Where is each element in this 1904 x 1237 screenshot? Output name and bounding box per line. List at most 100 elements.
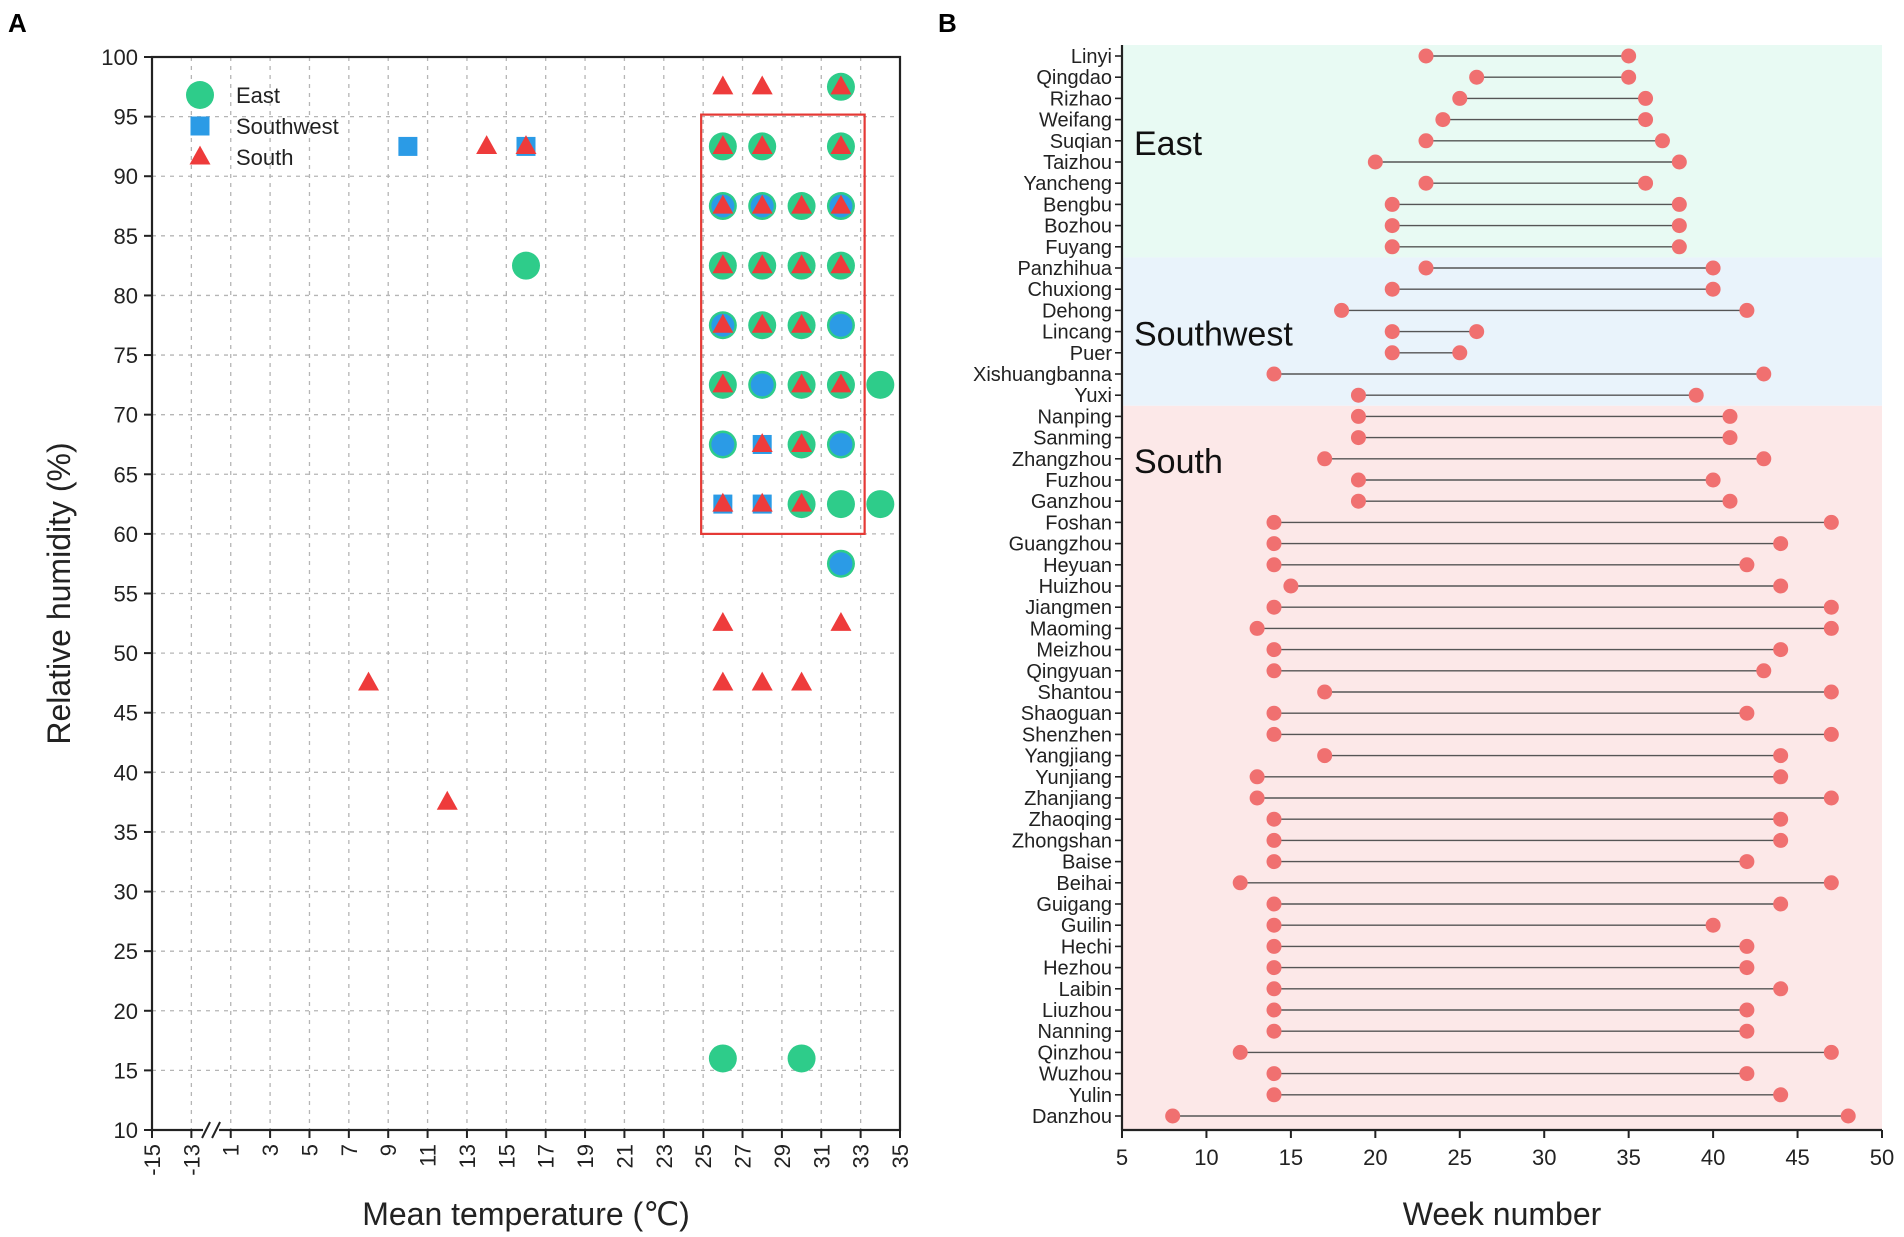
x-tick-label: 30 [1532, 1145, 1556, 1170]
city-label: Danzhou [1032, 1106, 1112, 1128]
region-label-southwest: Southwest [1134, 316, 1293, 354]
start-week-point [1266, 726, 1282, 742]
legend-south-label: South [236, 145, 294, 170]
region-band-south [1122, 405, 1882, 1130]
city-label: Laibin [1059, 979, 1112, 1001]
end-week-point [1705, 281, 1721, 297]
city-label: Chuxiong [1027, 279, 1112, 301]
end-week-point [1452, 345, 1468, 361]
southwest-point [829, 432, 853, 456]
region-label-south: South [1134, 443, 1223, 481]
y-tick-label: 20 [114, 999, 138, 1024]
panel-b-letter: B [938, 8, 957, 38]
start-week-point [1266, 896, 1282, 912]
x-tick-label: 15 [1279, 1145, 1303, 1170]
city-label: Yuxi [1074, 385, 1112, 407]
y-tick-label: 25 [114, 939, 138, 964]
end-week-point [1773, 981, 1789, 997]
south-point [712, 254, 734, 274]
start-week-point [1266, 642, 1282, 658]
south-point [515, 135, 537, 154]
legend-east-marker [186, 81, 214, 109]
x-tick-label: 19 [573, 1144, 598, 1168]
start-week-point [1452, 90, 1468, 106]
city-label: Guilin [1061, 915, 1112, 937]
y-tick-label: 100 [101, 45, 138, 70]
x-tick-label: 25 [691, 1144, 716, 1168]
south-point [791, 254, 813, 274]
y-tick-label: 15 [114, 1058, 138, 1083]
panel-a-scatter: 101520253035404550556065707580859095100-… [41, 45, 913, 1232]
plot-frame [150, 55, 902, 1132]
y-tick-label: 65 [114, 462, 138, 487]
south-point [712, 75, 734, 95]
end-week-point [1739, 557, 1755, 573]
east-point [866, 490, 895, 519]
southwest-point [829, 313, 853, 337]
legend-southwest-label: Southwest [236, 114, 339, 139]
south-point [751, 75, 773, 95]
start-week-point [1317, 684, 1333, 700]
start-week-point [1266, 705, 1282, 721]
start-week-point [1384, 345, 1400, 361]
end-week-point [1722, 408, 1738, 424]
start-week-point [1334, 302, 1350, 318]
end-week-point [1739, 938, 1755, 954]
city-label: Maoming [1030, 618, 1112, 640]
y-tick-label: 90 [114, 164, 138, 189]
end-week-point [1621, 69, 1637, 85]
city-label: Shantou [1037, 682, 1112, 704]
south-point [791, 671, 813, 691]
region-band-southwest [1122, 257, 1882, 406]
start-week-point [1266, 514, 1282, 530]
end-week-point [1739, 302, 1755, 318]
end-week-point [1773, 832, 1789, 848]
start-week-point [1266, 917, 1282, 933]
end-week-point [1739, 960, 1755, 976]
end-week-point [1823, 620, 1839, 636]
south-point [830, 194, 852, 214]
end-week-point [1739, 1002, 1755, 1018]
legend-southwest-marker [190, 116, 210, 136]
south-point [791, 373, 813, 393]
end-week-point [1773, 896, 1789, 912]
y-tick-label: 55 [114, 582, 138, 607]
end-week-point [1722, 493, 1738, 509]
end-week-point [1823, 514, 1839, 530]
y-tick-label: 85 [114, 224, 138, 249]
city-label: Fuzhou [1045, 470, 1112, 492]
start-week-point [1350, 472, 1366, 488]
start-week-point [1266, 366, 1282, 382]
city-label: Heyuan [1043, 555, 1112, 577]
east-point [512, 251, 540, 280]
start-week-point [1249, 620, 1265, 636]
y-tick-label: 95 [114, 105, 138, 130]
legend-east-label: East [236, 83, 280, 108]
end-week-point [1773, 536, 1789, 552]
south-point [830, 373, 852, 393]
city-label: Bozhou [1044, 216, 1112, 238]
city-label: Qingyuan [1026, 661, 1112, 683]
city-label: Yunjiang [1035, 767, 1112, 789]
city-label: Sanming [1033, 428, 1112, 450]
southwest-point [398, 136, 418, 156]
end-week-point [1823, 790, 1839, 806]
start-week-point [1469, 69, 1485, 85]
city-label: Yancheng [1023, 173, 1112, 195]
end-week-point [1705, 260, 1721, 276]
start-week-point [1350, 408, 1366, 424]
east-point [826, 490, 855, 519]
city-label: Liuzhou [1042, 1000, 1112, 1022]
city-label: Guigang [1036, 894, 1112, 916]
southwest-point [829, 552, 853, 576]
y-axis-title: Relative humidity (%) [41, 442, 77, 744]
end-week-point [1739, 705, 1755, 721]
end-week-point [1739, 854, 1755, 870]
south-point [476, 135, 498, 154]
y-tick-label: 60 [114, 522, 138, 547]
highlight-box [700, 113, 866, 535]
x-tick-label: 33 [849, 1144, 874, 1168]
y-tick-label: 45 [114, 701, 138, 726]
city-label: Foshan [1045, 512, 1112, 534]
